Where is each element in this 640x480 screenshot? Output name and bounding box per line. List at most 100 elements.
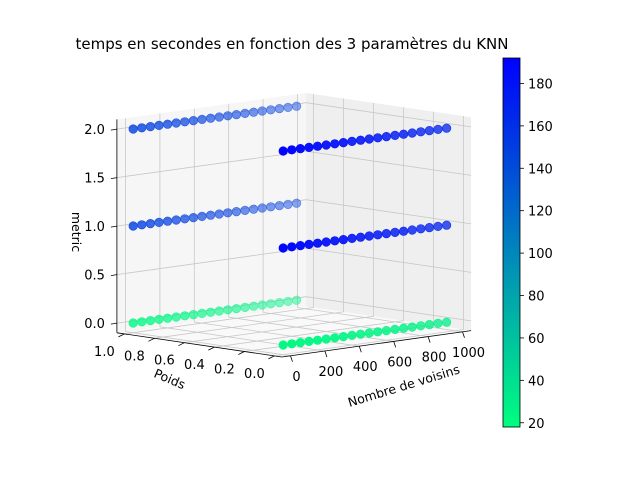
data-point (347, 330, 357, 341)
data-point (424, 320, 435, 330)
data-point (283, 296, 293, 307)
data-point (381, 132, 392, 142)
grid-line-x-floor (228, 316, 394, 342)
data-point (197, 211, 207, 221)
z-tick-mark (110, 225, 117, 228)
data-point (214, 112, 224, 122)
data-point (364, 231, 374, 241)
colorbar-ticks: 20 40 60 80 100 120 140 160 180 (520, 77, 553, 432)
data-point (145, 219, 155, 229)
data-point (330, 236, 340, 246)
data-point (180, 311, 190, 321)
data-point (145, 316, 155, 326)
data-point (338, 138, 349, 148)
data-point (154, 120, 164, 130)
data-point (163, 313, 173, 323)
data-point (231, 109, 241, 120)
data-point (433, 318, 443, 329)
data-point (223, 111, 233, 121)
data-point (399, 226, 409, 236)
data-point (274, 103, 285, 114)
colorbar-tick-label: 160 (528, 120, 553, 135)
grid-line-y-floor (274, 329, 464, 357)
data-point (416, 321, 426, 331)
data-point (390, 227, 400, 237)
data-point (283, 199, 293, 209)
grid-line-z-side (306, 102, 472, 128)
data-point (257, 106, 267, 116)
x-tick-mark (393, 341, 397, 348)
data-point (287, 242, 297, 252)
y-tick-mark (208, 346, 215, 351)
z-tick-label: 1.5 (84, 172, 105, 187)
y-tick-label: 0.4 (184, 358, 205, 373)
x-tick-mark (324, 350, 328, 358)
grid-line-x-floor (297, 307, 463, 333)
colorbar-tick-label: 40 (528, 374, 545, 389)
data-point (390, 130, 400, 140)
data-point (278, 340, 288, 350)
data-point (295, 338, 306, 348)
data-point (240, 108, 250, 118)
x-tick-mark (290, 355, 293, 362)
data-point (266, 105, 276, 115)
data-point (249, 107, 259, 117)
z-tick-labels: 0.0 0.5 1.0 1.5 2.0 (84, 123, 117, 332)
data-point (266, 299, 276, 309)
data-point (188, 115, 198, 126)
data-point (399, 323, 409, 333)
data-point (292, 295, 302, 305)
data-point (223, 305, 233, 315)
data-point (381, 326, 392, 336)
y-axis-line (116, 332, 282, 358)
data-point (154, 217, 164, 227)
x-tick-mark (427, 336, 431, 343)
data-point (424, 223, 435, 233)
data-points (128, 101, 452, 350)
y-tick-mark (178, 342, 185, 347)
data-point (163, 216, 173, 226)
data-point (206, 210, 216, 220)
y-tick-mark (268, 355, 275, 360)
data-point (257, 300, 267, 310)
data-point (313, 238, 323, 248)
grid-line-y-floor (214, 320, 404, 348)
chart-title: temps en secondes en fonction des 3 para… (75, 35, 508, 53)
grid-line-y-floor (124, 307, 314, 335)
data-point (321, 334, 331, 344)
y-tick-label: 0.8 (124, 349, 145, 364)
data-point (137, 123, 147, 133)
z-tick-mark (110, 177, 117, 179)
data-point (145, 121, 155, 132)
y-tick-mark (148, 337, 155, 342)
x-tick-labels: 0 200 400 600 800 1000 (290, 331, 485, 385)
data-point (304, 142, 314, 152)
data-point (407, 322, 417, 332)
grid-line-x-floor (125, 331, 291, 357)
data-point (313, 335, 323, 345)
data-point (321, 237, 331, 247)
data-point (274, 298, 285, 308)
z-axis-label: metric (69, 212, 84, 252)
data-point (407, 225, 417, 235)
y-tick-mark (238, 351, 245, 355)
data-point (338, 332, 349, 342)
data-point (274, 201, 285, 211)
data-point (283, 102, 293, 112)
data-point (180, 214, 190, 224)
y-tick-label: 0.0 (244, 367, 265, 382)
grid-line-x-floor (263, 312, 429, 337)
colorbar (502, 57, 521, 428)
data-point (257, 203, 267, 213)
colorbar-tick-label: 20 (528, 417, 545, 432)
data-point (278, 146, 288, 156)
data-point (442, 317, 452, 327)
data-point (381, 229, 392, 239)
y-tick-label: 0.6 (154, 354, 175, 369)
grid-line-x-floor (194, 321, 360, 347)
x-tick-label: 0 (292, 370, 300, 385)
grid-line-x-floor (159, 326, 325, 352)
data-point (223, 208, 233, 218)
data-point (163, 119, 173, 129)
